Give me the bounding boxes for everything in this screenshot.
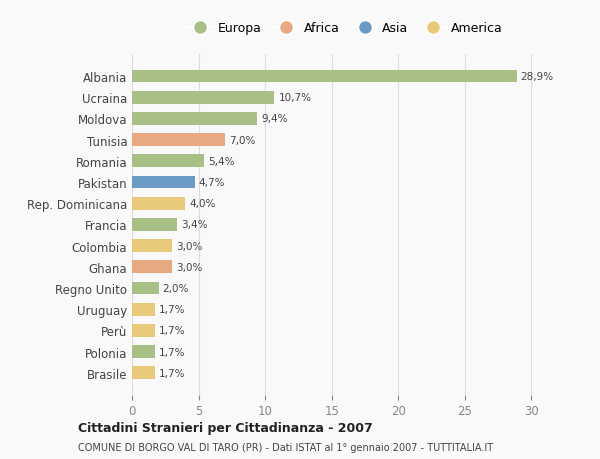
Bar	[132, 282, 158, 295]
Bar	[132, 346, 155, 358]
Bar	[132, 134, 225, 147]
Bar	[132, 218, 177, 231]
Bar	[132, 92, 274, 104]
Bar	[132, 197, 185, 210]
Text: 1,7%: 1,7%	[158, 347, 185, 357]
Text: 9,4%: 9,4%	[261, 114, 287, 124]
Legend: Europa, Africa, Asia, America: Europa, Africa, Asia, America	[182, 17, 508, 40]
Bar	[132, 155, 204, 168]
Text: 1,7%: 1,7%	[158, 304, 185, 314]
Bar	[132, 261, 172, 274]
Bar	[132, 303, 155, 316]
Text: Cittadini Stranieri per Cittadinanza - 2007: Cittadini Stranieri per Cittadinanza - 2…	[78, 421, 373, 435]
Bar	[132, 113, 257, 125]
Text: 1,7%: 1,7%	[158, 326, 185, 336]
Bar	[132, 71, 517, 83]
Text: 28,9%: 28,9%	[521, 72, 554, 82]
Text: 3,0%: 3,0%	[176, 241, 202, 251]
Bar	[132, 176, 194, 189]
Text: 2,0%: 2,0%	[163, 283, 189, 293]
Text: 10,7%: 10,7%	[278, 93, 311, 103]
Bar	[132, 367, 155, 379]
Text: 7,0%: 7,0%	[229, 135, 256, 146]
Text: 4,0%: 4,0%	[189, 199, 215, 209]
Text: 5,4%: 5,4%	[208, 157, 235, 167]
Text: 3,4%: 3,4%	[181, 220, 208, 230]
Text: 4,7%: 4,7%	[199, 178, 225, 188]
Text: COMUNE DI BORGO VAL DI TARO (PR) - Dati ISTAT al 1° gennaio 2007 - TUTTITALIA.IT: COMUNE DI BORGO VAL DI TARO (PR) - Dati …	[78, 442, 493, 452]
Bar	[132, 325, 155, 337]
Text: 3,0%: 3,0%	[176, 262, 202, 272]
Text: 1,7%: 1,7%	[158, 368, 185, 378]
Bar	[132, 240, 172, 252]
